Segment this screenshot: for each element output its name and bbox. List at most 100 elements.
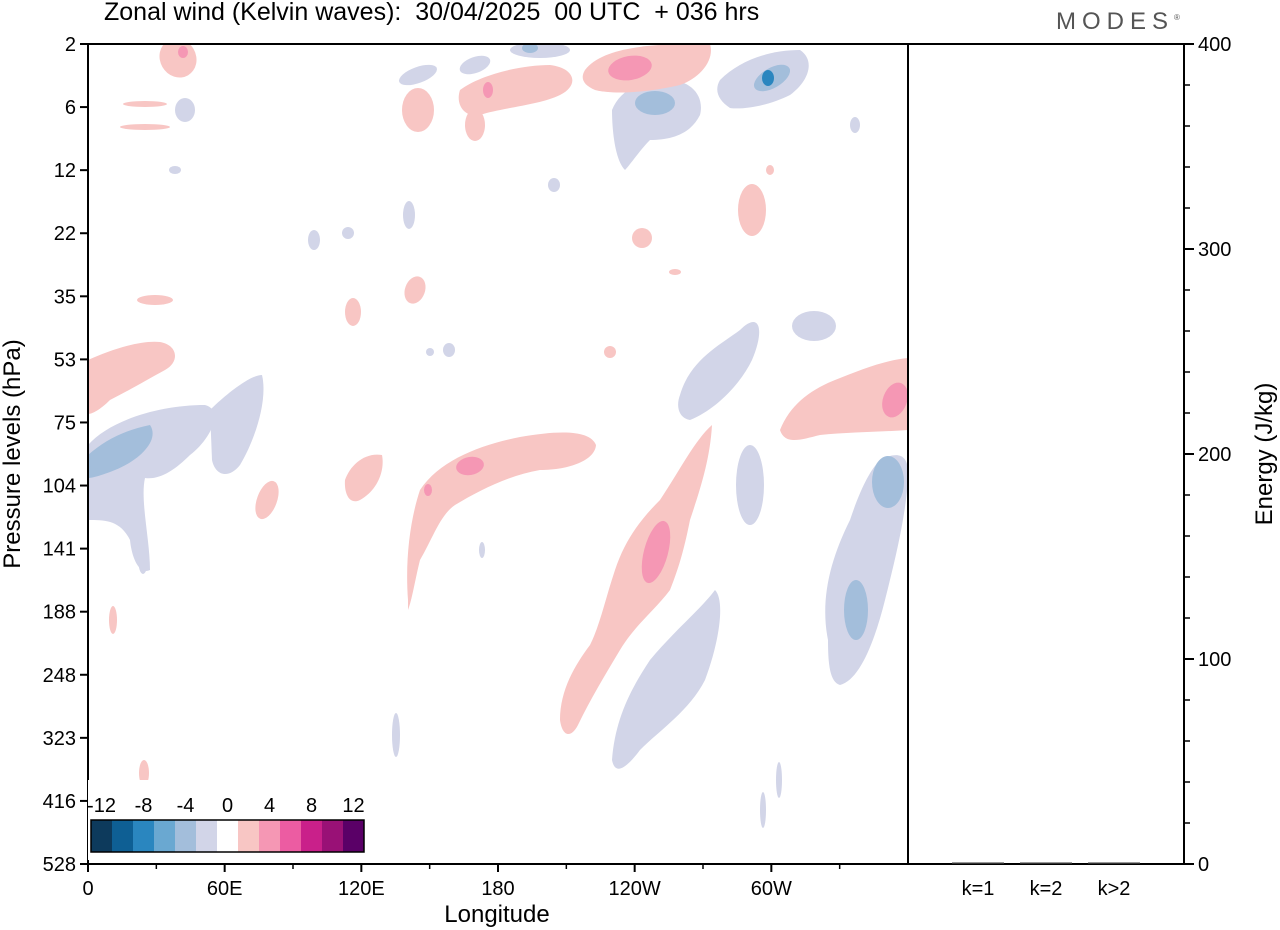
energy-axis: 0 100 200 300 400 [1184,34,1231,876]
contour-region [736,445,764,525]
colorbar-swatch [196,820,217,852]
y-tick-label: 22 [54,223,76,245]
contour-region [308,230,320,250]
colorbar-outline [90,819,365,853]
pressure-axis: 2 6 12 22 35 53 75 104 141 188 248 323 416 528 [43,34,88,876]
energy-bar-label: k=2 [1030,878,1063,900]
contour-region [776,762,782,798]
contour-region [766,165,774,175]
energy-tick-label: 0 [1198,854,1209,876]
contour-region [426,348,434,356]
contour-region [479,542,485,558]
contour-region [345,298,361,326]
contour-region [459,55,491,75]
contour-region [402,88,434,132]
y-tick-label: 35 [54,286,76,308]
colorbar-label: -8 [135,795,153,817]
contour-region [612,590,721,769]
contour-region [762,70,774,86]
contour-region [780,358,908,440]
colorbar-swatch [175,820,196,852]
y-tick-label: 188 [43,602,76,624]
y-tick-label: 248 [43,665,76,687]
colorbar-label: 0 [222,795,233,817]
contour-region [608,55,652,81]
colorbar-swatch [238,820,259,852]
energy-bar-label: k=1 [962,878,995,900]
contour-field [88,44,908,828]
energy-bar [1020,862,1072,864]
energy-tick-label: 100 [1198,649,1231,671]
brand-text: MODES [1056,8,1175,35]
x-tick-label: 120E [338,878,385,900]
contour-region [458,65,573,116]
contour-region [678,321,760,420]
contour-region [738,184,766,236]
x-tick-label: 60W [751,878,792,900]
colorbar-swatch [322,820,343,852]
y-tick-label: 104 [43,476,76,498]
contour-region [399,64,437,86]
contour-region [560,425,712,735]
contour-region [175,98,195,122]
energy-tick-label: 400 [1198,34,1231,56]
colorbar-swatch [259,820,280,852]
y-tick-label: 53 [54,349,76,371]
colorbar-label: 8 [306,795,317,817]
contour-region [635,91,675,115]
colorbar-swatch [112,820,133,852]
contour-region [825,455,908,685]
x-tick-label: 180 [481,878,514,900]
energy-bar [1088,862,1140,864]
contour-region [424,484,432,496]
energy-axis-title: Energy (J/kg) [1251,383,1278,526]
energy-bar-label: k>2 [1098,878,1131,900]
contour-region [88,341,176,414]
contour-region [669,269,681,275]
colorbar-label: 4 [264,795,275,817]
contour-region [522,44,538,53]
energy-panel-frame [908,43,1185,865]
contour-region [792,311,836,341]
y-tick-label: 75 [54,412,76,434]
contour-region [342,227,354,239]
energy-tick-label: 300 [1198,239,1231,261]
x-axis-title: Longitude [444,901,549,928]
x-tick-label: 120W [609,878,661,900]
colorbar-swatch [301,820,322,852]
contour-region [123,101,167,107]
colorbar-swatch [343,820,364,852]
contour-region [255,480,279,520]
contour-region [456,456,484,476]
longitude-axis: 0 60E 120E 180 120W 60W [82,864,841,900]
contour-region [210,375,264,475]
colorbar-swatch [133,820,154,852]
contour-region [882,382,908,418]
colorbar-swatch [217,820,238,852]
contour-region [88,441,142,469]
contour-region [120,124,170,130]
contour-region [483,82,493,98]
colorbar: -12 -8 -4 0 4 8 12 [87,780,384,860]
contour-region [760,792,766,828]
y-tick-label: 323 [43,728,76,750]
y-tick-label: 528 [43,854,76,876]
colorbar-label: 12 [342,795,364,817]
contour-region [548,178,560,192]
contour-region [137,295,173,305]
contour-region [407,432,596,610]
contour-region [109,606,117,634]
page-title: Zonal wind (Kelvin waves): 30/04/2025 00… [104,0,760,26]
y-tick-label: 2 [65,34,76,56]
contour-region [403,201,415,229]
contour-region [392,713,400,757]
energy-bars: k=1 k=2 k>2 [952,862,1140,900]
contour-region [404,276,426,304]
y-tick-label: 12 [54,160,76,182]
x-tick-label: 0 [82,878,93,900]
colorbar-swatch [91,820,112,852]
contour-region [443,343,455,357]
contour-region [844,580,868,640]
contour-region [178,46,188,58]
